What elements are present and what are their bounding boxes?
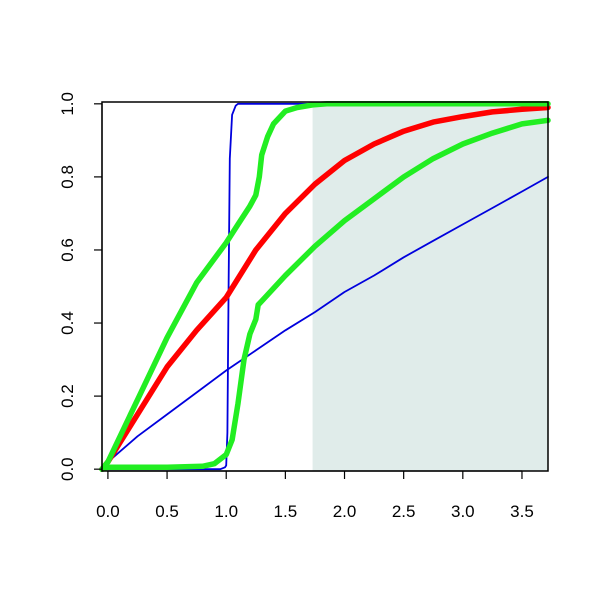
x-tick-label: 3.0 bbox=[451, 502, 475, 521]
series-line-5 bbox=[99, 117, 551, 472]
y-tick-label: 0.2 bbox=[58, 384, 77, 408]
x-tick-label: 3.5 bbox=[510, 502, 534, 521]
x-tick-label: 0.5 bbox=[155, 502, 179, 521]
series-layer bbox=[99, 101, 551, 472]
series-line-4 bbox=[99, 101, 551, 472]
x-tick-label: 1.5 bbox=[274, 502, 298, 521]
y-axis: 0.0 0.2 0.4 0.6 0.8 1.0 bbox=[58, 92, 103, 481]
x-tick-label: 2.5 bbox=[392, 502, 416, 521]
series-line-3 bbox=[99, 104, 551, 472]
series-line-2 bbox=[101, 175, 549, 471]
x-axis: 0.0 0.5 1.0 1.5 2.0 2.5 3.0 3.5 bbox=[96, 470, 534, 521]
y-tick-label: 1.0 bbox=[58, 92, 77, 116]
y-tick-label: 0.6 bbox=[58, 238, 77, 262]
x-tick-label: 2.0 bbox=[333, 502, 357, 521]
y-tick-label: 0.0 bbox=[58, 457, 77, 481]
y-tick-label: 0.8 bbox=[58, 165, 77, 189]
x-tick-label: 0.0 bbox=[96, 502, 120, 521]
x-tick-label: 1.0 bbox=[214, 502, 238, 521]
y-tick-label: 0.4 bbox=[58, 311, 77, 335]
